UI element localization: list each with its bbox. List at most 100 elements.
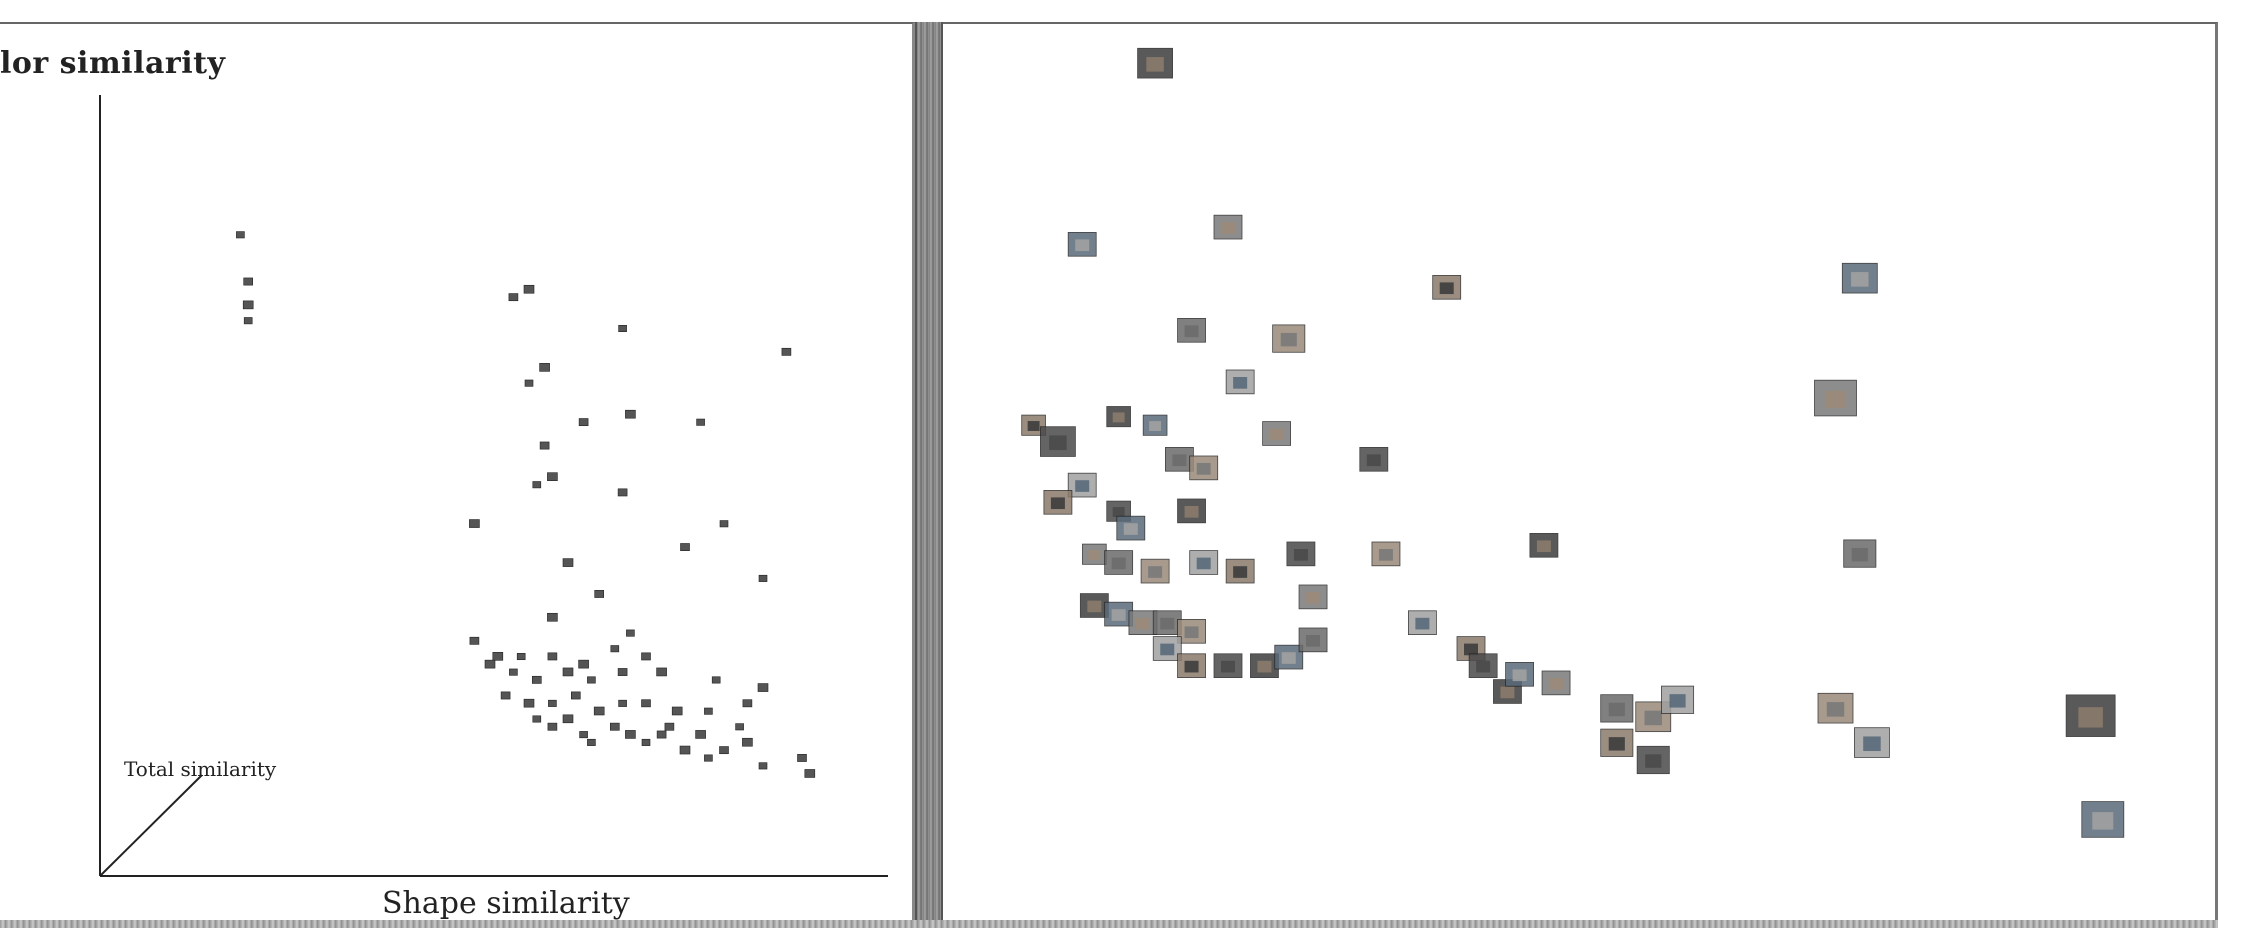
- thumbnail-point: [1468, 653, 1498, 678]
- scatter-point: [671, 706, 683, 716]
- thumbnail-point: [1040, 426, 1076, 457]
- thumbnail-point: [1152, 610, 1182, 635]
- scatter-point: [578, 418, 589, 427]
- thumbnail-point: [1142, 414, 1168, 436]
- thumbnail-point: [1177, 619, 1206, 644]
- thumbnail-point: [1505, 662, 1534, 687]
- scatter-point: [711, 676, 721, 684]
- scatter-point: [719, 746, 729, 755]
- thumbnail-point: [1661, 685, 1695, 714]
- scatter-point: [617, 668, 628, 676]
- scatter-point: [742, 699, 753, 708]
- scatter-point: [758, 574, 768, 582]
- thumbnail-point: [1128, 610, 1158, 635]
- thumbnail-point: [1541, 670, 1571, 696]
- scatter-point: [539, 363, 550, 372]
- thumbnail-point: [1082, 543, 1107, 565]
- scatter-point: [469, 519, 480, 528]
- bottom-border: [0, 920, 2218, 928]
- thumbnail-point: [1067, 231, 1097, 257]
- thumbnail-point: [1600, 728, 1634, 757]
- thumbnail-point: [1189, 455, 1219, 481]
- thumbnail-point: [1067, 472, 1097, 498]
- scatter-point: [680, 543, 690, 551]
- left-scatter-marks: [236, 231, 816, 778]
- scatter-point: [531, 675, 542, 684]
- thumbnail-point: [1250, 653, 1279, 678]
- scatter-point: [610, 645, 620, 653]
- thumbnail-point: [1359, 446, 1389, 472]
- scatter-point: [539, 441, 550, 450]
- scatter-point: [562, 667, 574, 677]
- scatter-point: [625, 409, 636, 419]
- scatter-point: [532, 715, 542, 723]
- scatter-point: [508, 293, 519, 302]
- thumbnail-point: [1371, 541, 1401, 567]
- thumbnail-point: [2065, 694, 2116, 737]
- scatter-point: [641, 738, 651, 746]
- scatter-point: [618, 324, 627, 332]
- thumbnail-point: [1021, 414, 1046, 436]
- thumbnail-point: [1298, 627, 1328, 653]
- thumbnail-point: [1177, 498, 1206, 524]
- scatter-point: [562, 714, 574, 724]
- scatter-point: [594, 590, 605, 598]
- scatter-point: [243, 317, 253, 325]
- thumbnail-point: [1104, 550, 1134, 575]
- scatter-point: [524, 379, 534, 387]
- scatter-point: [523, 284, 535, 294]
- thumbnail-point: [1043, 489, 1073, 515]
- scatter-point: [484, 659, 496, 669]
- scatter-point: [548, 699, 557, 707]
- thumbnail-point: [1298, 584, 1328, 610]
- panel-divider[interactable]: [915, 22, 943, 927]
- scatter-point: [804, 769, 816, 778]
- right-thumbnail-marks: [1021, 47, 2125, 838]
- scatter-point: [625, 730, 636, 739]
- thumbnail-point: [1529, 533, 1559, 558]
- thumbnail-point: [1152, 636, 1182, 661]
- y-axis-label: lor similarity: [0, 46, 226, 81]
- thumbnail-point: [1225, 369, 1255, 395]
- scatter-point: [509, 668, 518, 676]
- scatter-point: [626, 629, 635, 637]
- scatter-point: [242, 300, 254, 310]
- thumbnail-point: [1177, 317, 1206, 343]
- thumbnail-point: [1841, 262, 1878, 294]
- thumbnail-point: [1165, 446, 1194, 472]
- thumbnail-point: [1272, 324, 1306, 353]
- scatter-point: [797, 754, 807, 762]
- thumbnail-point: [1814, 379, 1857, 417]
- scatter-point: [664, 722, 675, 731]
- scatter-point: [735, 723, 744, 731]
- scatter-point: [742, 737, 753, 747]
- thumbnail-point: [1213, 214, 1243, 240]
- thumbnail-point: [1817, 692, 1854, 724]
- scatter-point: [757, 683, 769, 692]
- scatter-point: [704, 707, 713, 715]
- scatter-point: [469, 636, 480, 645]
- thumbnail-panel: [943, 22, 2218, 927]
- scatter-point: [243, 277, 253, 286]
- thumbnail-point: [1189, 550, 1219, 575]
- thumbnail-point: [1213, 653, 1243, 678]
- scatter-point: [781, 347, 792, 356]
- scatter-point: [719, 520, 729, 528]
- thumbnail-point: [1177, 653, 1206, 678]
- scatter-point: [641, 699, 651, 708]
- scatter-point: [547, 652, 558, 661]
- scatter-point: [679, 745, 691, 755]
- scatter-point: [609, 722, 620, 731]
- thumbnail-point: [1854, 727, 1890, 758]
- scatter-point: [618, 699, 627, 707]
- thumbnail-point: [1274, 644, 1304, 670]
- thumbnail-point: [1286, 541, 1316, 567]
- scatter-point: [532, 481, 542, 489]
- thumbnail-point: [1140, 558, 1170, 584]
- scatter-point: [562, 558, 574, 567]
- scatter-point: [593, 706, 605, 716]
- scatter-point: [579, 731, 588, 739]
- scatter-point: [523, 698, 535, 708]
- thumbnail-point: [1116, 515, 1146, 541]
